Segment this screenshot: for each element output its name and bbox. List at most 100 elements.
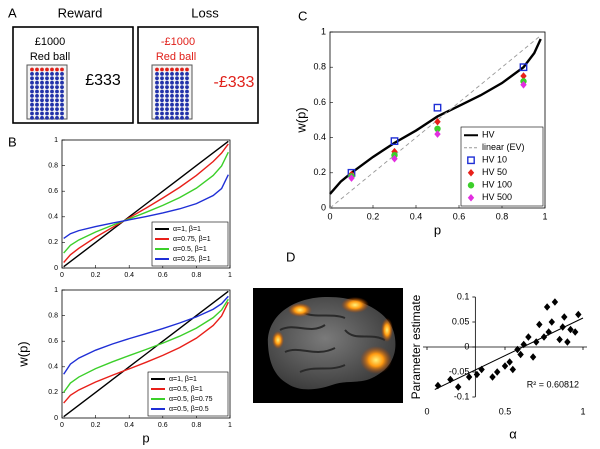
x-tick-label: 0.5 <box>499 406 512 416</box>
ball <box>160 89 164 94</box>
panel-label: C <box>298 8 307 23</box>
ball <box>55 94 59 98</box>
marker <box>545 328 552 336</box>
x-tick-label: 0.8 <box>192 272 202 279</box>
ball <box>160 102 164 107</box>
ball <box>60 80 64 85</box>
ball <box>155 89 159 94</box>
ball <box>60 107 64 111</box>
y-tick-label: 0.05 <box>452 316 470 326</box>
panel-label: D <box>286 249 295 264</box>
ball <box>35 76 39 81</box>
ball <box>160 85 164 89</box>
series-line <box>63 143 229 263</box>
marker <box>501 362 509 370</box>
y-tick-label: 0 <box>54 415 58 422</box>
ball <box>170 107 174 111</box>
ball <box>160 116 164 120</box>
x-tick-label: 1 <box>228 272 232 279</box>
legend-label: α=0.75, β=1 <box>173 236 211 243</box>
ball <box>45 85 49 89</box>
y-tick-label: -0.1 <box>454 391 470 401</box>
ball <box>50 107 54 111</box>
ball <box>55 80 59 85</box>
plot-frame <box>61 139 231 269</box>
ball <box>180 98 184 103</box>
ball <box>160 80 164 85</box>
ball <box>155 76 159 81</box>
activation <box>360 346 392 374</box>
ball <box>155 111 159 116</box>
y-tick-label: 0.8 <box>48 162 58 169</box>
ball <box>35 94 39 98</box>
plot-frame <box>61 289 231 419</box>
ball <box>50 111 54 116</box>
ball <box>40 94 44 98</box>
ball <box>35 89 39 94</box>
y-tick-label: 0.8 <box>48 312 58 319</box>
ball <box>165 80 169 85</box>
series-line <box>63 151 229 254</box>
x-tick-label: 0.6 <box>158 272 168 279</box>
ball <box>185 107 189 111</box>
ball <box>35 85 39 89</box>
legend-label: α=0.25, β=1 <box>173 256 211 263</box>
ball <box>50 94 54 98</box>
ball <box>175 76 179 81</box>
ball <box>30 107 34 111</box>
ball <box>175 67 179 72</box>
ball <box>175 98 179 103</box>
marker <box>348 174 355 182</box>
ball <box>30 80 34 85</box>
marker <box>551 298 559 306</box>
marker <box>567 325 574 334</box>
x-axis-label: α <box>509 426 517 441</box>
plot-frame <box>329 31 546 209</box>
ball <box>45 94 49 98</box>
ball <box>180 85 184 89</box>
y-tick-label: 0 <box>321 202 326 212</box>
urn <box>26 64 68 120</box>
annotation: R² = 0.60812 <box>527 379 579 389</box>
ball <box>185 89 189 94</box>
marker <box>520 81 527 89</box>
ball <box>165 67 169 72</box>
marker <box>520 72 527 80</box>
expected-value: -£333 <box>214 74 255 91</box>
ball <box>45 116 49 120</box>
ball <box>50 116 54 120</box>
series-line <box>63 174 229 240</box>
ball <box>185 111 189 116</box>
marker <box>543 303 551 311</box>
x-axis-label: p <box>142 430 149 445</box>
series-line <box>63 298 229 393</box>
marker <box>506 358 513 366</box>
marker <box>494 368 501 376</box>
y-tick-label: 1 <box>321 26 326 36</box>
ball <box>165 111 169 116</box>
marker <box>391 147 398 156</box>
legend-label: linear (EV) <box>482 142 525 152</box>
ball <box>50 85 54 89</box>
cortex <box>267 296 396 390</box>
ball <box>155 102 159 107</box>
x-tick-label: 0 <box>60 422 64 429</box>
marker <box>572 328 579 336</box>
ball <box>185 98 189 103</box>
ball <box>185 72 189 76</box>
ball <box>50 67 54 72</box>
ball <box>170 102 174 107</box>
ball <box>45 107 49 111</box>
ball <box>50 76 54 81</box>
y-tick-label: 0.2 <box>48 239 58 246</box>
ball <box>185 102 189 107</box>
series-line <box>63 140 229 268</box>
ball <box>155 107 159 111</box>
ball <box>170 85 174 89</box>
ball <box>165 107 169 111</box>
legend-label: HV 500 <box>482 192 512 202</box>
sulci <box>279 309 386 373</box>
ball <box>160 98 164 103</box>
y-axis-label: w(p) <box>15 341 30 367</box>
marker <box>533 338 540 346</box>
